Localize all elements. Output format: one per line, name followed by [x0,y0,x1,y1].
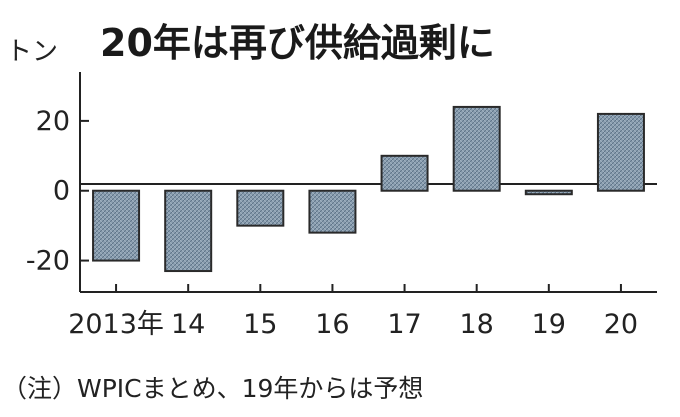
bar-18 [452,105,501,192]
chart-title: 20年は再び供給過剰に [100,21,495,65]
bar-16 [308,189,357,234]
x-tick-label: 2013年 [68,309,164,340]
x-tick-label: 19 [532,309,566,340]
x-tick-label: 15 [243,309,277,340]
x-tick-label: 14 [171,309,205,340]
y-tick-label: 20 [36,106,70,137]
bar-17 [380,154,429,192]
bar-14 [164,189,213,273]
bar-20 [596,112,645,192]
x-tick-label: 18 [460,309,494,340]
y-tick-label: -20 [26,246,70,277]
source-note: （注）WPICまとめ、19年からは予想 [2,374,423,403]
x-tick-label: 17 [387,309,421,340]
bar-15 [236,189,285,227]
y-axis-unit: トン [6,37,58,67]
bar-2013年 [92,189,141,262]
y-tick-label: 0 [53,176,70,207]
x-tick-label: 16 [315,309,349,340]
x-tick-label: 20 [604,309,638,340]
bar-19 [524,189,573,196]
